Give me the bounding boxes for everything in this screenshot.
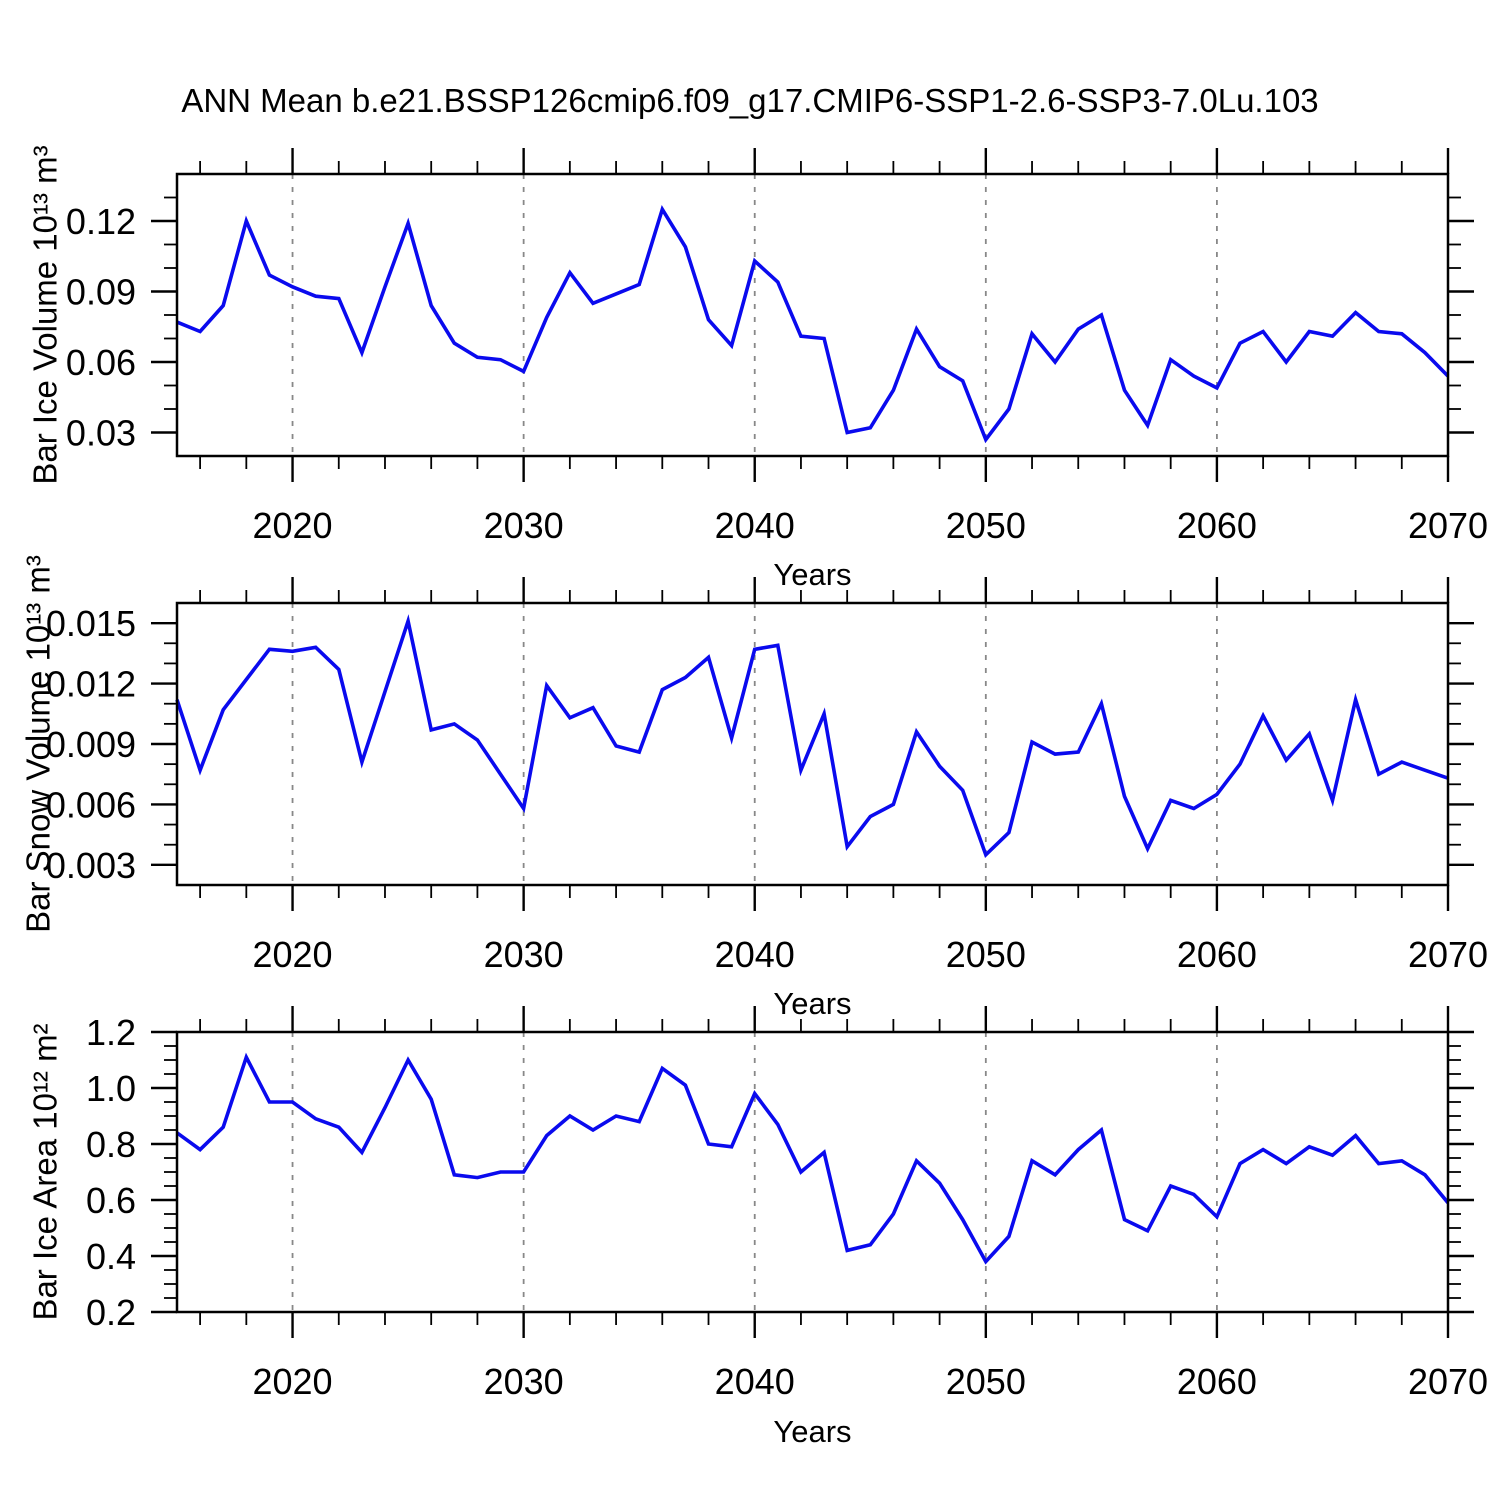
y-tick-label: 0.2 — [86, 1292, 136, 1333]
x-tick-label: 2050 — [946, 1361, 1026, 1402]
x-tick-label: 2030 — [484, 505, 564, 546]
y-tick-label: 0.03 — [66, 413, 136, 454]
y-tick-label: 1.0 — [86, 1068, 136, 1109]
y-tick-label: 0.006 — [46, 784, 136, 825]
x-tick-label: 2050 — [946, 934, 1026, 975]
chart-title: ANN Mean b.e21.BSSP126cmip6.f09_g17.CMIP… — [181, 82, 1319, 119]
bar-ice-area-line — [175, 1052, 1450, 1265]
x-tick-label: 2060 — [1177, 505, 1257, 546]
bar-ice-volume-panel: 2020 2030 2040 2050 2060 2070 0.12 0.09 0.06 0.03 — [66, 148, 1488, 546]
panel-border — [175, 172, 1450, 458]
x-tick-label: 2020 — [252, 1361, 332, 1402]
x-tick-label: 2070 — [1408, 934, 1488, 975]
y-tick-label: 0.012 — [46, 664, 136, 705]
x-tick-label: 2040 — [715, 505, 795, 546]
panel-border — [175, 1030, 1450, 1314]
x-tick-label: 2050 — [946, 505, 1026, 546]
snow-volume-y-axis-label: Bar Snow Volume 10¹³ m³ — [19, 555, 57, 933]
snow-volume-x-axis-label: Years — [773, 986, 852, 1021]
y-tick-label: 0.06 — [66, 342, 136, 383]
y-tick-label: 0.6 — [86, 1180, 136, 1221]
x-tick-label: 2040 — [715, 1361, 795, 1402]
y-tick-label: 0.015 — [46, 603, 136, 644]
bar-snow-volume-panel: 2020 2030 2040 2050 2060 2070 0.015 0.012 0.009 0… — [46, 577, 1488, 975]
y-tick-label: 0.8 — [86, 1124, 136, 1165]
ice-volume-y-axis-label: Bar Ice Volume 10¹³ m³ — [26, 145, 64, 485]
y-tick-label: 0.4 — [86, 1236, 136, 1277]
x-tick-label: 2030 — [484, 934, 564, 975]
y-tick-label: 0.12 — [66, 201, 136, 242]
x-tick-label: 2040 — [715, 934, 795, 975]
x-tick-label: 2070 — [1408, 1361, 1488, 1402]
ice-volume-x-axis-label: Years — [773, 557, 852, 592]
ice-area-y-axis-label: Bar Ice Area 10¹² m² — [26, 1023, 64, 1321]
bar-snow-volume-line — [175, 614, 1449, 859]
x-tick-label: 2020 — [252, 934, 332, 975]
x-tick-label: 2060 — [1177, 1361, 1257, 1402]
y-tick-label: 1.2 — [86, 1012, 136, 1053]
y-tick-label: 0.09 — [66, 272, 136, 313]
x-tick-label: 2060 — [1177, 934, 1257, 975]
x-tick-label: 2070 — [1408, 505, 1488, 546]
x-tick-label: 2020 — [252, 505, 332, 546]
y-tick-label: 0.009 — [46, 724, 136, 765]
x-tick-label: 2030 — [484, 1361, 564, 1402]
y-tick-label: 0.003 — [46, 845, 136, 886]
bar-ice-volume-line — [176, 204, 1450, 444]
bar-ice-area-panel: 2020 2030 2040 2050 2060 2070 1.2 1.0 0.8 0.6 0.4 0… — [86, 1006, 1488, 1402]
ice-area-x-axis-label: Years — [773, 1414, 852, 1449]
